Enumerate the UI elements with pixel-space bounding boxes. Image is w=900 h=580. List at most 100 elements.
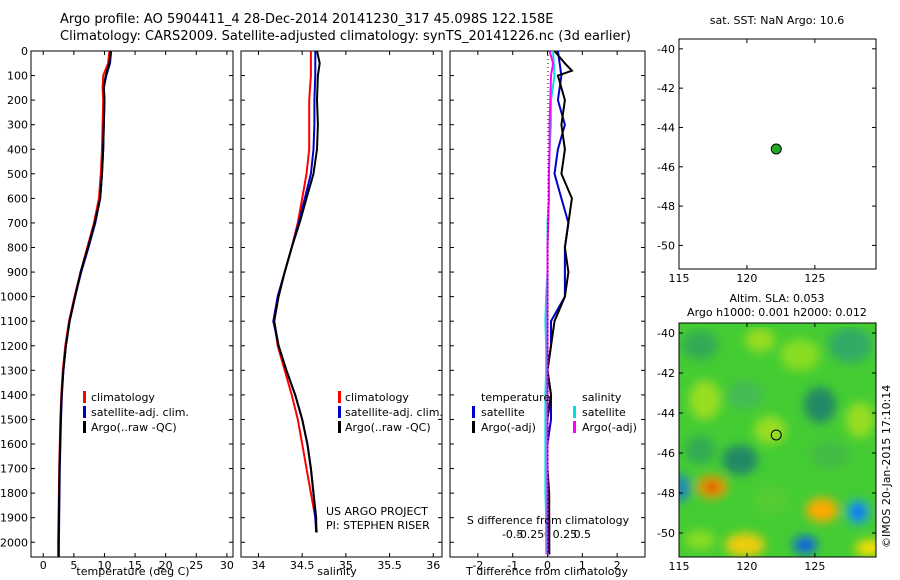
y-tick-label: 1900 xyxy=(0,512,28,525)
temperature-axes: 0 5 10 15 20 25 300100200300400500600700800900… xyxy=(0,45,234,572)
y-tick-label: -40 xyxy=(657,327,675,340)
x-tick-label: 2 xyxy=(614,559,621,572)
legend-swatch-temp-argo xyxy=(472,421,475,433)
argo-position-marker xyxy=(770,143,782,155)
x-tick-label: 30 xyxy=(220,559,234,572)
x-tick-label: -1 xyxy=(507,559,518,572)
y-tick-label: -50 xyxy=(657,527,675,540)
salinity-diff-xlabel: S difference from climatology xyxy=(467,514,630,527)
legend-label-temp-argo: Argo(-adj) xyxy=(481,421,536,434)
x-tick-label: 120 xyxy=(736,272,757,285)
y-tick-label: 200 xyxy=(7,94,28,107)
temperature-xlabel: temperature (deg C) xyxy=(76,565,189,578)
y-tick-label: -50 xyxy=(657,239,675,252)
legend-swatch-sal-satellite xyxy=(573,406,576,418)
difference-legend: temperature satellite Argo(-adj) salinit… xyxy=(472,391,637,434)
temperature-legend: climatology satellite-adj. clim. Argo(..… xyxy=(83,391,189,434)
legend-swatch-satellite xyxy=(83,406,86,418)
x2-tick-label: 0.5 xyxy=(574,528,592,541)
x-tick-label: 125 xyxy=(804,560,825,573)
x-tick-label: 20 xyxy=(159,559,173,572)
y-tick-label: -42 xyxy=(657,367,675,380)
x-tick-label: 15 xyxy=(128,559,142,572)
salinity-series xyxy=(272,50,321,533)
y-tick-label: 1100 xyxy=(0,315,28,328)
header-title: Argo profile: AO 5904411_4 28-Dec-2014 2… xyxy=(60,12,554,27)
sst-map-axes: 115 120 125 -40 -42 -44 -46 -48 -50 xyxy=(657,39,876,285)
legend-swatch-climatology xyxy=(83,391,86,403)
x-tick-label: 115 xyxy=(669,560,690,573)
argo-position-markers xyxy=(770,143,782,441)
sla-map-axes: 115 120 125 -40 -42 -44 -46 -48 -50 xyxy=(657,323,876,573)
y-tick-label: -42 xyxy=(657,82,675,95)
y-tick-label: -48 xyxy=(657,487,675,500)
salinity-panel xyxy=(240,50,443,558)
y-tick-label: -46 xyxy=(657,161,675,174)
y-tick-label: 1800 xyxy=(0,487,28,500)
argo-position-marker xyxy=(770,429,782,441)
legend-swatch-temp-satellite xyxy=(472,406,475,418)
temperature-panel xyxy=(30,50,234,558)
pi-label: PI: STEPHEN RISER xyxy=(326,519,430,532)
sst-map-title: sat. SST: NaN Argo: 10.6 xyxy=(710,14,844,27)
salinity-axes: 34 34.5 35 35.5 36 xyxy=(241,50,442,572)
y-tick-label: 600 xyxy=(7,192,28,205)
legend-label-argo: Argo(..raw -QC) xyxy=(345,421,431,434)
sla-map-panel xyxy=(678,322,877,558)
x-tick-label: 35.5 xyxy=(377,559,402,572)
y-tick-label: 1400 xyxy=(0,389,28,402)
series-line xyxy=(546,50,555,555)
salinity-legend: climatology satellite-adj. clim. Argo(..… xyxy=(338,391,443,434)
legend-swatch-argo xyxy=(338,421,341,433)
x-tick-label: 115 xyxy=(669,272,690,285)
legend-swatch-satellite xyxy=(338,406,341,418)
x-tick-label: 0 xyxy=(544,559,551,572)
x2-tick-label: -0.25 xyxy=(516,528,544,541)
legend-swatch-argo xyxy=(83,421,86,433)
credit-label: ©IMOS 20-Jan-2015 17:10:14 xyxy=(880,385,893,548)
legend-header-salinity: salinity xyxy=(582,391,622,404)
y-tick-label: 300 xyxy=(7,119,28,132)
x-tick-label: 1 xyxy=(579,559,586,572)
x-tick-label: 120 xyxy=(736,560,757,573)
salinity-xlabel: salinity xyxy=(317,565,357,578)
y-tick-label: 2000 xyxy=(0,536,28,549)
series-line xyxy=(57,50,111,557)
y-tick-label: 0 xyxy=(21,45,28,58)
y-tick-label: -46 xyxy=(657,447,675,460)
y-tick-label: 1000 xyxy=(0,291,28,304)
sla-heatmap xyxy=(679,323,876,557)
x-tick-label: 34 xyxy=(251,559,265,572)
y-tick-label: 1200 xyxy=(0,340,28,353)
x-tick-label: 10 xyxy=(97,559,111,572)
y-tick-label: 1300 xyxy=(0,364,28,377)
x-tick-label: -2 xyxy=(472,559,483,572)
series-line xyxy=(273,50,321,533)
y-tick-label: 700 xyxy=(7,217,28,230)
y-tick-label: 800 xyxy=(7,242,28,255)
y-tick-label: -40 xyxy=(657,43,675,56)
y-tick-label: 400 xyxy=(7,143,28,156)
x-tick-label: 0 xyxy=(40,559,47,572)
temperature-series xyxy=(57,50,113,557)
x2-tick-label: 0.25 xyxy=(553,528,578,541)
project-label: US ARGO PROJECT xyxy=(326,505,428,518)
difference-series xyxy=(544,50,574,555)
sst-map-panel xyxy=(678,38,877,270)
legend-label-sal-satellite: satellite xyxy=(582,406,626,419)
x-tick-label: 34.5 xyxy=(290,559,315,572)
y-tick-label: -44 xyxy=(657,407,675,420)
difference-xlabel: T difference from climatology xyxy=(465,565,628,578)
legend-label-temp-satellite: satellite xyxy=(481,406,525,419)
y-tick-label: 500 xyxy=(7,168,28,181)
legend-label-climatology: climatology xyxy=(91,391,155,404)
legend-label-satellite: satellite-adj. clim. xyxy=(91,406,189,419)
y-tick-label: -44 xyxy=(657,121,675,134)
legend-swatch-sal-argo xyxy=(573,421,576,433)
sla-map-title: Altim. SLA: 0.053 xyxy=(729,292,824,305)
y-tick-label: 100 xyxy=(7,70,28,83)
x-tick-label: 125 xyxy=(804,272,825,285)
legend-label-sal-argo: Argo(-adj) xyxy=(582,421,637,434)
y-tick-label: 1700 xyxy=(0,463,28,476)
